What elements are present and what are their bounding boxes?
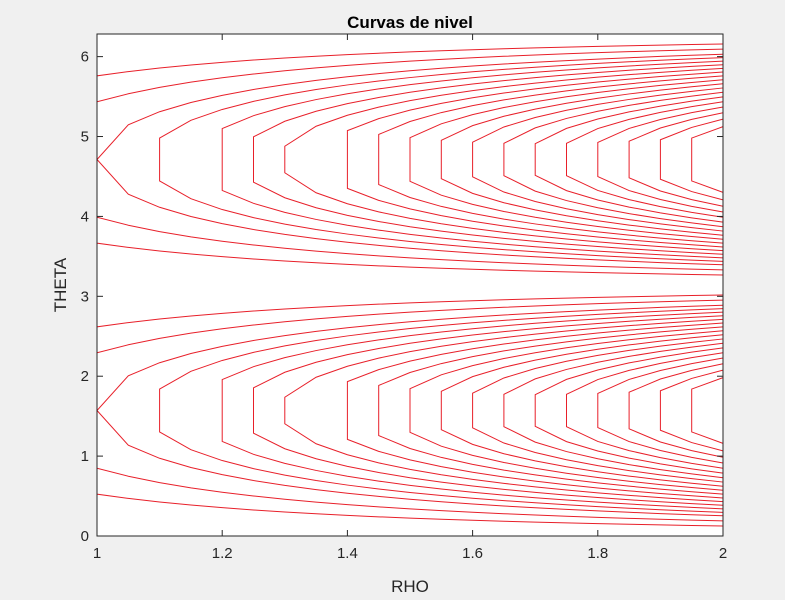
contour-line-upper	[597, 357, 724, 464]
contour-line-lower	[628, 112, 724, 207]
x-tick-label: 2	[719, 545, 727, 562]
y-tick-label: 2	[81, 368, 89, 385]
contour-line-lower	[534, 96, 724, 223]
contour-line-lower	[221, 60, 724, 259]
x-axis-label: RHO	[391, 577, 429, 596]
contour-line-upper	[221, 311, 724, 510]
y-tick-label: 1	[81, 448, 89, 465]
contour-line-lower	[346, 71, 724, 248]
contour-line-lower	[472, 87, 724, 232]
contour-line-upper	[659, 369, 724, 452]
x-axis: 1 1.2 1.4 1.6 1.8 2	[93, 34, 727, 562]
x-tick-label: 1.2	[212, 545, 233, 562]
y-tick-label: 4	[81, 208, 89, 225]
x-tick-label: 1.8	[587, 545, 608, 562]
contour-line-upper	[472, 338, 724, 483]
contour-lines	[96, 43, 724, 527]
y-tick-label: 3	[81, 288, 89, 305]
y-axis-label: THETA	[51, 257, 70, 312]
y-tick-label: 5	[81, 129, 89, 146]
contour-line-upper	[566, 352, 724, 469]
chart-title: Curvas de nivel	[347, 13, 473, 32]
contour-line-upper	[159, 308, 724, 513]
y-tick-label: 0	[81, 528, 89, 545]
contour-line-upper	[253, 315, 724, 506]
contour-line-upper	[440, 334, 724, 487]
contour-line-upper	[409, 330, 724, 491]
contour-line-lower	[566, 101, 724, 218]
contour-line-upper	[534, 347, 724, 474]
contour-line-upper	[503, 342, 724, 479]
contour-line-upper	[346, 322, 724, 499]
contour-line-lower	[691, 126, 724, 193]
contour-line-lower	[409, 79, 724, 240]
contour-line-upper	[284, 318, 724, 503]
contour-line-lower	[659, 118, 724, 201]
contour-line-lower	[159, 57, 724, 262]
x-tick-label: 1.6	[462, 545, 483, 562]
contour-line-lower	[503, 91, 724, 228]
contour-line-upper	[691, 377, 724, 444]
contour-line-upper	[628, 363, 724, 458]
contour-line-lower	[378, 75, 724, 244]
contour-line-upper	[378, 326, 724, 495]
x-tick-label: 1.4	[337, 545, 358, 562]
y-tick-label: 6	[81, 49, 89, 66]
contour-line-lower	[597, 106, 724, 213]
contour-line-lower	[284, 67, 724, 252]
contour-line-lower	[440, 83, 724, 236]
x-tick-label: 1	[93, 545, 101, 562]
y-axis: 0 1 2 3 4 5 6	[81, 49, 723, 545]
axes-box	[96, 33, 724, 537]
contour-line-lower	[253, 64, 724, 255]
plot-area	[97, 34, 723, 536]
